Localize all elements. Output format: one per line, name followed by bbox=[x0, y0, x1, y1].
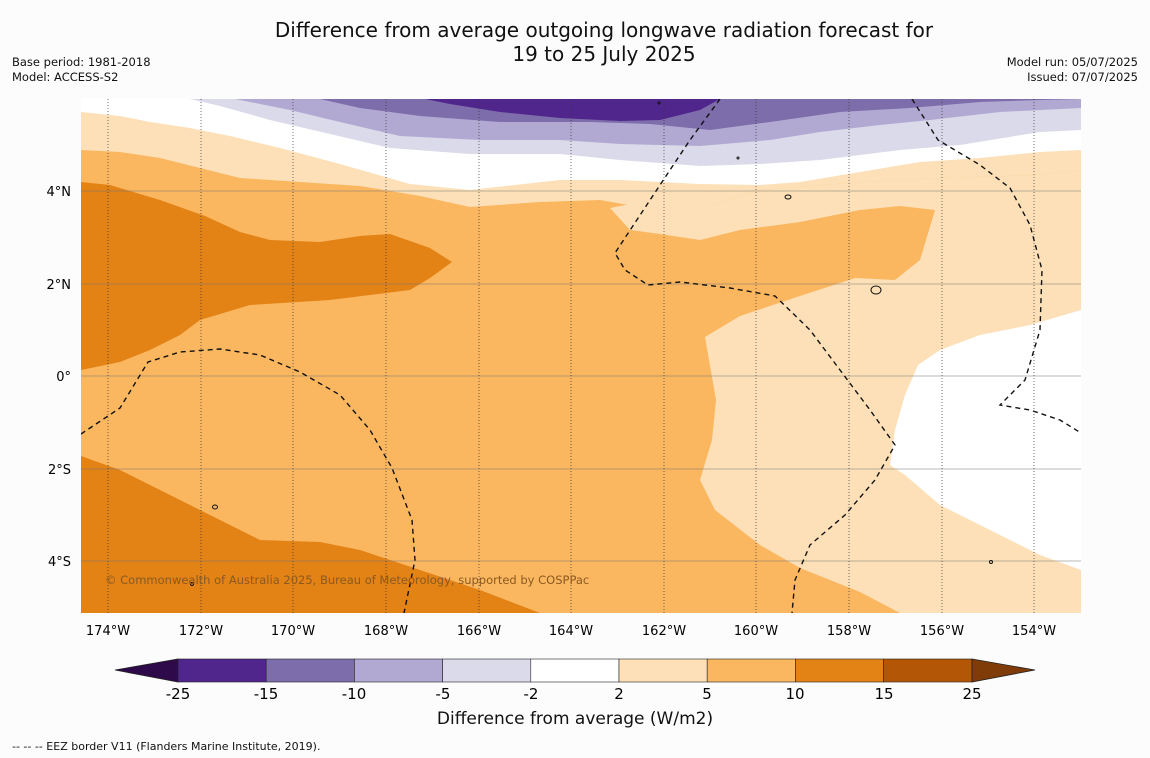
issued-date: Issued: 07/07/2025 bbox=[1027, 70, 1138, 84]
colorbar-bin bbox=[618, 658, 708, 683]
metadata-right: Model run: 05/07/2025 Issued: 07/07/2025 bbox=[1007, 55, 1138, 85]
colorbar-tick: 15 bbox=[874, 685, 893, 703]
colorbar-bin bbox=[354, 658, 443, 683]
copyright-note: © Commonwealth of Australia 2025, Bureau… bbox=[105, 573, 589, 587]
map-plot-area bbox=[81, 99, 1081, 613]
colorbar-bin bbox=[883, 658, 973, 683]
colorbar-bin bbox=[530, 658, 620, 683]
colorbar-tick: 5 bbox=[702, 685, 712, 703]
colorbar-bin bbox=[177, 658, 267, 683]
base-period: Base period: 1981-2018 bbox=[12, 55, 151, 69]
lon-label: 158°W bbox=[827, 624, 871, 639]
title-line-1: Difference from average outgoing longwav… bbox=[274, 18, 934, 42]
model-run: Model run: 05/07/2025 bbox=[1006, 55, 1138, 69]
colorbar-bin bbox=[706, 658, 796, 683]
colorbar-tick: -2 bbox=[524, 685, 539, 703]
lat-label: 4°N bbox=[47, 185, 72, 200]
colorbar-ticks: -25 -15 -10 -5 -2 2 5 10 15 25 bbox=[166, 685, 982, 703]
colorbar-tick: 10 bbox=[785, 685, 804, 703]
lon-label: 162°W bbox=[642, 624, 686, 639]
chart-title: Difference from average outgoing longwav… bbox=[0, 18, 1150, 66]
metadata-left: Base period: 1981-2018 Model: ACCESS-S2 bbox=[12, 55, 151, 85]
colorbar-title: Difference from average (W/m2) bbox=[436, 709, 714, 729]
longitude-labels: 174°W 172°W 170°W 168°W 166°W 164°W 162°… bbox=[86, 624, 1056, 639]
lon-label: 160°W bbox=[734, 624, 778, 639]
colorbar: -25 -15 -10 -5 -2 2 5 10 15 25 bbox=[114, 658, 1036, 703]
colorbar-over-triangle bbox=[971, 658, 1036, 683]
band-neg25-neg15 bbox=[425, 99, 720, 121]
lon-label: 166°W bbox=[457, 624, 501, 639]
latitude-lines bbox=[81, 190, 1081, 562]
lon-label: 168°W bbox=[364, 624, 408, 639]
colorbar-tick: -15 bbox=[254, 685, 279, 703]
lon-label: 172°W bbox=[179, 624, 223, 639]
colorbar-bins bbox=[177, 658, 973, 683]
colorbar-bin bbox=[265, 658, 355, 683]
lon-label: 170°W bbox=[271, 624, 315, 639]
lat-label: 2°S bbox=[48, 463, 71, 478]
lon-label: 154°W bbox=[1012, 624, 1056, 639]
colorbar-tick: 25 bbox=[962, 685, 981, 703]
band-10-15-southwest bbox=[81, 456, 540, 613]
colorbar-bin bbox=[442, 658, 532, 683]
colorbar-under-triangle bbox=[114, 658, 179, 683]
lon-label: 156°W bbox=[920, 624, 964, 639]
lon-label: 174°W bbox=[86, 624, 130, 639]
colorbar-tick: -25 bbox=[166, 685, 191, 703]
title-line-2: 19 to 25 July 2025 bbox=[512, 42, 696, 66]
lat-label: 2°N bbox=[47, 278, 72, 293]
latitude-labels: 4°N 2°N 0° 2°S 4°S bbox=[47, 185, 72, 570]
lon-label: 164°W bbox=[549, 624, 593, 639]
colorbar-tick: 2 bbox=[614, 685, 624, 703]
model-name: Model: ACCESS-S2 bbox=[12, 70, 119, 84]
lat-label: 4°S bbox=[48, 555, 71, 570]
band-neg2-2-east bbox=[890, 310, 1081, 570]
eez-borders bbox=[81, 99, 1081, 613]
colorbar-bin bbox=[795, 658, 884, 683]
lat-label: 0° bbox=[56, 370, 71, 385]
eez-legend-note: -- -- -- EEZ border V11 (Flanders Marine… bbox=[12, 740, 321, 753]
colorbar-tick: -10 bbox=[342, 685, 367, 703]
colorbar-tick: -5 bbox=[436, 685, 451, 703]
band-10-15-west bbox=[81, 182, 452, 370]
islands bbox=[190, 101, 993, 586]
